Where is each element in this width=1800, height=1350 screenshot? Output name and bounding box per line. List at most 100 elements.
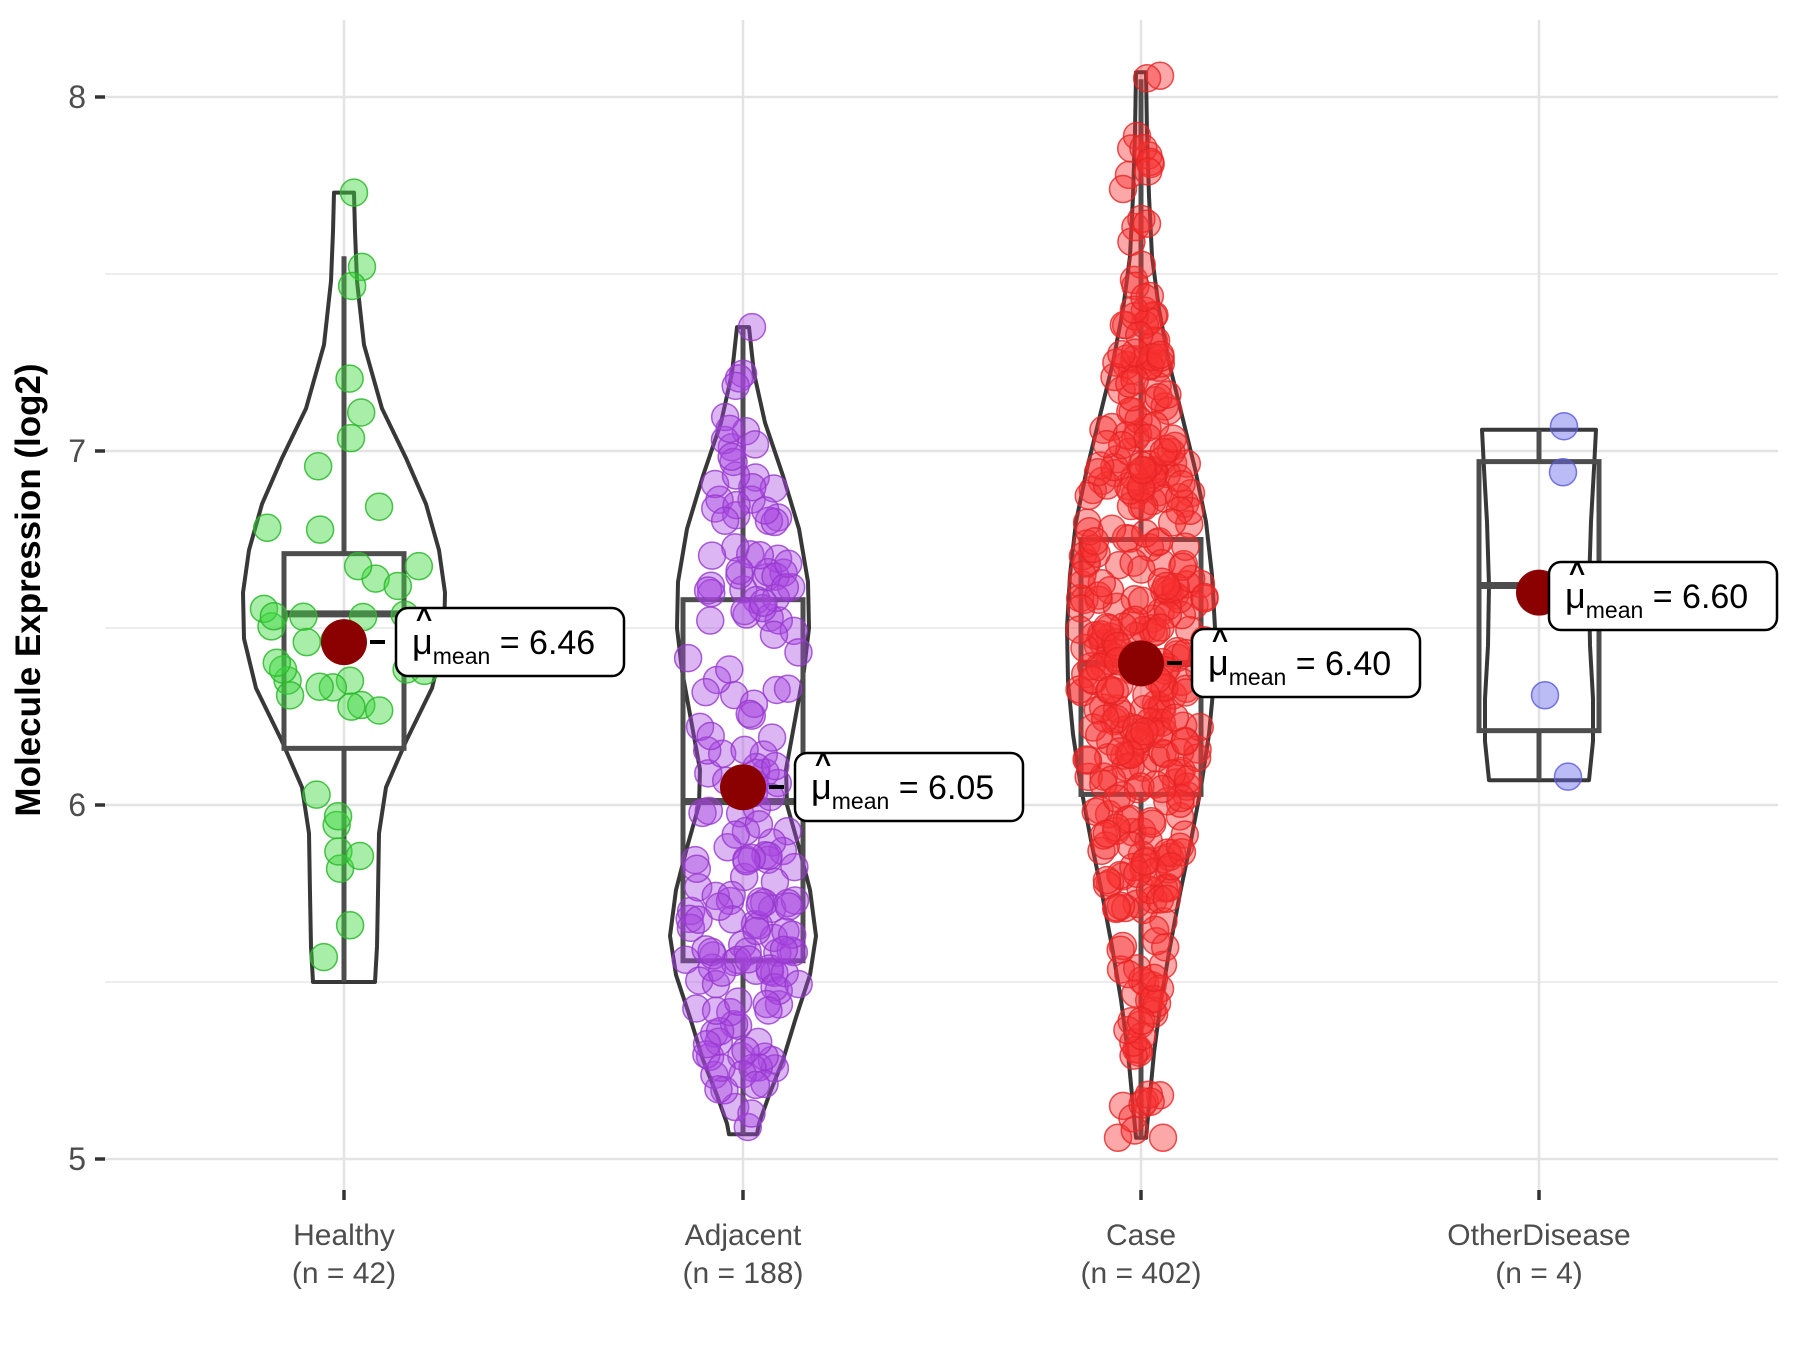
x-category-label: OtherDisease <box>1447 1219 1630 1252</box>
data-point <box>302 780 331 809</box>
data-point <box>696 571 726 600</box>
data-point <box>737 701 766 730</box>
x-category-count-label: (n = 4) <box>1495 1257 1583 1290</box>
data-point <box>1126 772 1155 801</box>
data-point <box>710 506 740 536</box>
data-point <box>1128 455 1157 485</box>
data-point <box>740 430 770 459</box>
data-point <box>737 312 767 342</box>
data-point <box>770 573 800 602</box>
data-point <box>305 515 335 544</box>
data-point <box>1094 614 1124 643</box>
data-point <box>305 672 334 702</box>
data-point <box>707 1053 736 1083</box>
data-point <box>1066 594 1096 623</box>
data-point <box>1090 704 1120 733</box>
data-point <box>1092 429 1121 459</box>
data-point <box>337 692 366 721</box>
mean-label-box <box>793 751 1025 823</box>
data-point <box>715 414 744 444</box>
data-point <box>1106 935 1135 965</box>
data-point <box>692 1029 722 1059</box>
data-point <box>323 802 353 831</box>
mean-dot <box>321 619 367 666</box>
mean-label-hat: ^ <box>1212 624 1228 655</box>
data-point <box>676 913 706 943</box>
data-point <box>289 602 318 632</box>
data-point <box>339 178 369 207</box>
violin-healthy <box>241 190 447 984</box>
data-point <box>335 364 364 393</box>
data-point <box>1105 737 1135 766</box>
violin-layer <box>241 70 1598 1140</box>
data-point <box>1549 411 1579 441</box>
y-tick-label: 7 <box>68 433 86 469</box>
data-point <box>730 735 759 765</box>
data-point <box>724 364 754 393</box>
data-point <box>697 541 727 570</box>
data-point <box>1079 534 1108 564</box>
data-point <box>303 452 333 481</box>
data-point <box>780 852 809 882</box>
violin-adjacent <box>668 325 818 1137</box>
data-point <box>1148 774 1177 804</box>
data-point <box>717 442 746 472</box>
mean-label-text: μmean = 6.05 <box>811 766 994 814</box>
y-tick-label: 8 <box>68 79 86 115</box>
data-point <box>275 681 305 710</box>
data-point <box>1152 884 1182 913</box>
mean-label-text: μmean = 6.46 <box>412 621 595 669</box>
data-point <box>1102 893 1132 922</box>
data-point <box>1127 1006 1156 1036</box>
data-point <box>721 371 750 401</box>
data-point <box>731 1036 760 1065</box>
data-point <box>347 690 376 720</box>
data-point <box>1092 819 1122 848</box>
data-point <box>691 677 720 707</box>
data-point <box>1167 469 1196 499</box>
data-point <box>769 935 799 965</box>
data-point <box>1124 405 1153 434</box>
x-category-label: Healthy <box>293 1219 395 1252</box>
data-point <box>1107 339 1136 369</box>
data-point <box>259 602 289 631</box>
data-point <box>257 612 286 641</box>
data-point <box>1070 633 1099 663</box>
data-point <box>705 892 734 922</box>
data-point <box>345 841 375 871</box>
data-point <box>1084 720 1114 750</box>
data-point <box>1083 457 1113 487</box>
data-point <box>717 880 746 910</box>
data-point <box>1160 703 1190 732</box>
data-point <box>773 549 803 579</box>
data-point <box>1133 157 1163 186</box>
data-point <box>776 572 806 602</box>
mean-annotation-layer: μmean = 6.46^μmean = 6.05^μmean = 6.40^μ… <box>321 557 1779 823</box>
y-tick-label: 5 <box>68 1141 86 1177</box>
mean-label-box <box>1547 560 1779 632</box>
x-category-count-label: (n = 188) <box>683 1257 804 1290</box>
data-point <box>1080 526 1110 556</box>
data-point <box>262 648 292 678</box>
data-point <box>1190 582 1219 612</box>
data-point <box>1170 727 1200 757</box>
data-point <box>1530 681 1560 710</box>
data-point <box>1065 615 1094 644</box>
mean-label-hat: ^ <box>1569 557 1585 588</box>
data-point <box>1150 933 1180 962</box>
data-point <box>1146 613 1175 642</box>
data-point <box>680 845 710 875</box>
data-point <box>364 696 394 725</box>
data-point <box>1127 1022 1157 1051</box>
data-point <box>1130 283 1159 312</box>
data-point <box>760 507 789 537</box>
data-point <box>684 905 713 935</box>
data-point <box>741 1070 771 1100</box>
data-point <box>364 492 394 521</box>
data-point <box>759 620 789 650</box>
data-point <box>738 472 767 502</box>
data-point <box>343 551 373 581</box>
data-point <box>1156 852 1186 881</box>
data-point <box>1102 784 1131 813</box>
data-point <box>1145 885 1175 914</box>
